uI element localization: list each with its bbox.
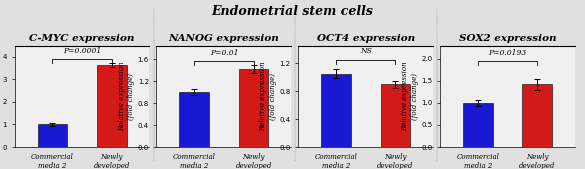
Text: Newly
developed
medium: Newly developed medium <box>94 153 130 169</box>
Text: Commercial
media 2: Commercial media 2 <box>31 153 74 169</box>
Bar <box>463 103 493 147</box>
Text: Commercial
media 2: Commercial media 2 <box>315 153 357 169</box>
Bar <box>97 65 126 147</box>
Text: Newly
developed
medium: Newly developed medium <box>519 153 556 169</box>
Text: Commercial
media 2: Commercial media 2 <box>456 153 500 169</box>
Text: P=0.01: P=0.01 <box>209 49 238 57</box>
Text: P=0.0001: P=0.0001 <box>63 47 101 55</box>
Bar <box>37 125 67 147</box>
Y-axis label: Relative expression
(fold change): Relative expression (fold change) <box>260 62 277 131</box>
Y-axis label: Relative expression
(fold change): Relative expression (fold change) <box>401 62 418 131</box>
Text: Newly
developed
medium: Newly developed medium <box>377 153 414 169</box>
Bar <box>522 84 552 147</box>
Title: C-MYC expression: C-MYC expression <box>29 34 135 43</box>
Text: P=0.0193: P=0.0193 <box>488 49 526 57</box>
Text: Newly
developed
medium: Newly developed medium <box>235 153 272 169</box>
Text: NS: NS <box>360 47 371 55</box>
Bar <box>180 92 209 147</box>
Bar <box>381 84 410 147</box>
Text: Endometrial stem cells: Endometrial stem cells <box>212 5 373 18</box>
Bar <box>321 74 351 147</box>
Text: Commercial
media 2: Commercial media 2 <box>173 153 216 169</box>
Bar <box>239 69 269 147</box>
Title: NANOG expression: NANOG expression <box>168 34 279 43</box>
Title: OCT4 expression: OCT4 expression <box>316 34 415 43</box>
Title: SOX2 expression: SOX2 expression <box>459 34 556 43</box>
Y-axis label: Relative expression
(fold change): Relative expression (fold change) <box>118 62 135 131</box>
